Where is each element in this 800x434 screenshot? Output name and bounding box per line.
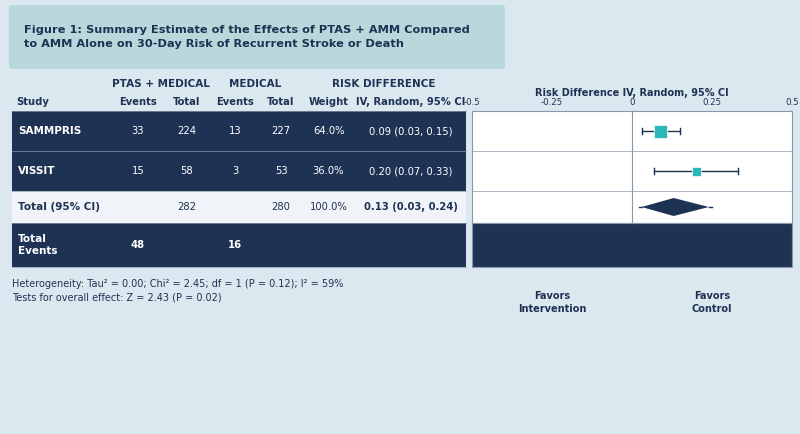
- Text: Figure 1: Summary Estimate of the Effects of PTAS + AMM Compared
to AMM Alone on: Figure 1: Summary Estimate of the Effect…: [24, 25, 470, 49]
- Text: Total (95% CI): Total (95% CI): [18, 202, 100, 212]
- Text: Events: Events: [216, 97, 254, 107]
- Text: 280: 280: [271, 202, 290, 212]
- Text: Favors
Intervention: Favors Intervention: [518, 291, 586, 314]
- Text: 48: 48: [131, 240, 145, 250]
- Text: 36.0%: 36.0%: [313, 166, 344, 176]
- Bar: [472, 111, 792, 223]
- Text: 58: 58: [180, 166, 193, 176]
- Text: IV, Random, 95% CI: IV, Random, 95% CI: [356, 97, 466, 107]
- Bar: [12, 111, 466, 151]
- Text: MEDICAL: MEDICAL: [229, 79, 281, 89]
- Text: 0.13 (0.03, 0.24): 0.13 (0.03, 0.24): [364, 202, 458, 212]
- Bar: [12, 191, 466, 223]
- Text: 13: 13: [229, 126, 242, 136]
- Text: 0.09 (0.03, 0.15): 0.09 (0.03, 0.15): [370, 126, 453, 136]
- Bar: [691, 167, 701, 175]
- Text: -0.5: -0.5: [464, 98, 480, 107]
- Text: 282: 282: [177, 202, 196, 212]
- Polygon shape: [642, 198, 709, 216]
- Text: 100.0%: 100.0%: [310, 202, 347, 212]
- Bar: [654, 125, 667, 138]
- Text: Tests for overall effect: Z = 2.43 (P = 0.02): Tests for overall effect: Z = 2.43 (P = …: [12, 293, 222, 303]
- Text: Risk Difference IV, Random, 95% CI: Risk Difference IV, Random, 95% CI: [535, 88, 729, 98]
- Text: 3: 3: [232, 166, 238, 176]
- Text: SAMMPRIS: SAMMPRIS: [18, 126, 82, 136]
- Text: RISK DIFFERENCE: RISK DIFFERENCE: [332, 79, 435, 89]
- Text: Heterogeneity: Tau² = 0.00; Chi² = 2.45; df = 1 (P = 0.12); I² = 59%: Heterogeneity: Tau² = 0.00; Chi² = 2.45;…: [12, 279, 343, 289]
- Bar: [12, 223, 466, 267]
- Bar: [12, 151, 466, 191]
- Text: 0.20 (0.07, 0.33): 0.20 (0.07, 0.33): [370, 166, 453, 176]
- Text: 0.25: 0.25: [702, 98, 722, 107]
- Text: 224: 224: [177, 126, 196, 136]
- Text: 227: 227: [271, 126, 290, 136]
- Text: VISSIT: VISSIT: [18, 166, 55, 176]
- Text: 33: 33: [132, 126, 144, 136]
- Text: 15: 15: [132, 166, 144, 176]
- Text: 0: 0: [630, 98, 634, 107]
- FancyBboxPatch shape: [9, 5, 505, 69]
- Text: 64.0%: 64.0%: [313, 126, 344, 136]
- Text: Total: Total: [267, 97, 294, 107]
- Text: Favors
Control: Favors Control: [692, 291, 732, 314]
- Text: Events: Events: [119, 97, 157, 107]
- Text: Study: Study: [16, 97, 49, 107]
- Text: 53: 53: [274, 166, 287, 176]
- Text: -0.25: -0.25: [541, 98, 563, 107]
- Bar: [472, 223, 792, 267]
- Text: Weight: Weight: [309, 97, 349, 107]
- Text: Total
Events: Total Events: [18, 234, 58, 256]
- Text: Total: Total: [173, 97, 200, 107]
- Text: PTAS + MEDICAL: PTAS + MEDICAL: [111, 79, 210, 89]
- Text: 16: 16: [228, 240, 242, 250]
- Text: 0.5: 0.5: [785, 98, 799, 107]
